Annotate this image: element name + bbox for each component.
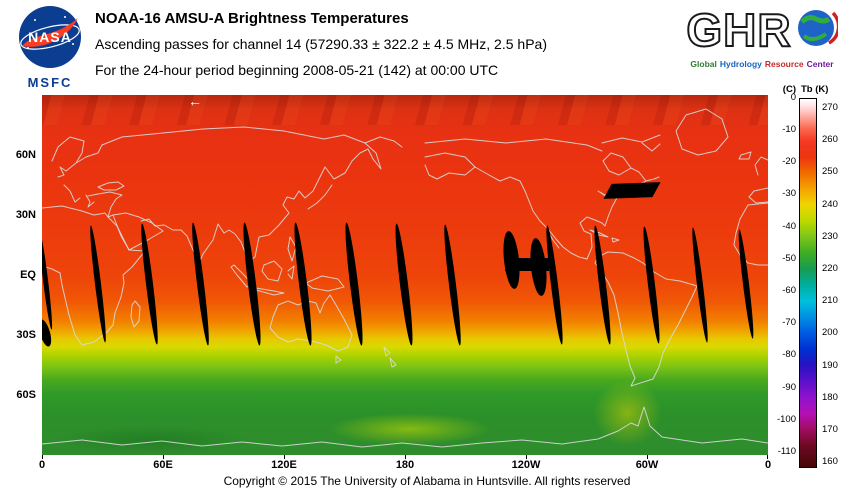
kelvin-tick: 190 [822,360,838,371]
lon-tick [163,455,164,459]
celsius-tick: -90 [782,382,796,393]
kelvin-tick: 210 [822,295,838,306]
lon-tick [42,455,43,459]
kelvin-tick: 270 [822,102,838,113]
lon-tick [526,455,527,459]
ghrc-tagline-word: Resource [764,59,804,69]
kelvin-tick: 240 [822,199,838,210]
ghrc-globe-icon [794,6,840,55]
lon-tick [647,455,648,459]
celsius-tick: -80 [782,349,796,360]
kelvin-tick: 180 [822,392,838,403]
lon-tick [767,455,768,459]
cursor-arrow-icon: ← [188,95,202,109]
ghrc-logo: GHR Global Hydrology Resource Center [676,2,848,69]
lon-label: 180 [395,459,415,471]
kelvin-tick: 160 [822,456,838,467]
ghrc-tagline-word: Global [690,59,717,69]
colorbar [799,98,817,468]
lon-label: 120W [511,459,541,471]
lon-label: 0 [38,459,46,471]
lat-label: 30S [16,329,36,341]
celsius-tick: 0 [790,92,796,103]
celsius-tick: -110 [777,446,796,457]
nasa-logo-icon: NASA [19,6,81,68]
celsius-tick: -20 [782,156,796,167]
kelvin-tick: 200 [822,327,838,338]
ghrc-wordmark: GHR [685,4,792,56]
lat-label: EQ [20,269,36,281]
lon-tick [284,455,285,459]
ghrc-tagline-word: Center [806,59,834,69]
lat-label: 60S [16,389,36,401]
data-gap-blob [505,258,549,271]
kelvin-tick: 220 [822,263,838,274]
page-title: NOAA-16 AMSU-A Brightness Temperatures [95,10,409,27]
copyright-line: Copyright © 2015 The University of Alaba… [223,474,631,488]
ghrc-tagline: Global Hydrology Resource Center [676,59,848,69]
page-subtitle: Ascending passes for channel 14 (57290.3… [95,36,547,52]
lat-label: 60N [15,149,36,161]
kelvin-tick: 260 [822,134,838,145]
celsius-tick: -70 [782,317,796,328]
coastlines-overlay [42,108,768,448]
lon-label: 60E [153,459,173,471]
colorbar-celsius-unit: (C) [782,84,796,95]
ghrc-tagline-word: Hydrology [719,59,762,69]
lon-tick [405,455,406,459]
celsius-tick: -40 [782,221,796,232]
lat-label: 30N [15,209,36,221]
celsius-tick: -50 [782,253,796,264]
nasa-logo: NASA MSFC [12,4,88,90]
kelvin-tick: 230 [822,231,838,242]
data-gap-patch [603,182,661,199]
lon-label: 120E [271,459,297,471]
celsius-tick: -30 [782,188,796,199]
msfc-label: MSFC [27,75,73,90]
celsius-tick: -10 [782,124,796,135]
celsius-tick: -100 [776,414,796,425]
lon-label: 0 [764,459,772,471]
kelvin-tick: 250 [822,166,838,177]
colorbar-kelvin-unit: Tb (K) [801,84,829,95]
kelvin-tick: 170 [822,424,838,435]
brightness-temperature-map: ← [42,95,768,455]
celsius-tick: -60 [782,285,796,296]
lon-label: 60W [635,459,659,471]
nasa-wordmark: NASA [28,29,72,45]
period-line: For the 24-hour period beginning 2008-05… [95,62,499,78]
